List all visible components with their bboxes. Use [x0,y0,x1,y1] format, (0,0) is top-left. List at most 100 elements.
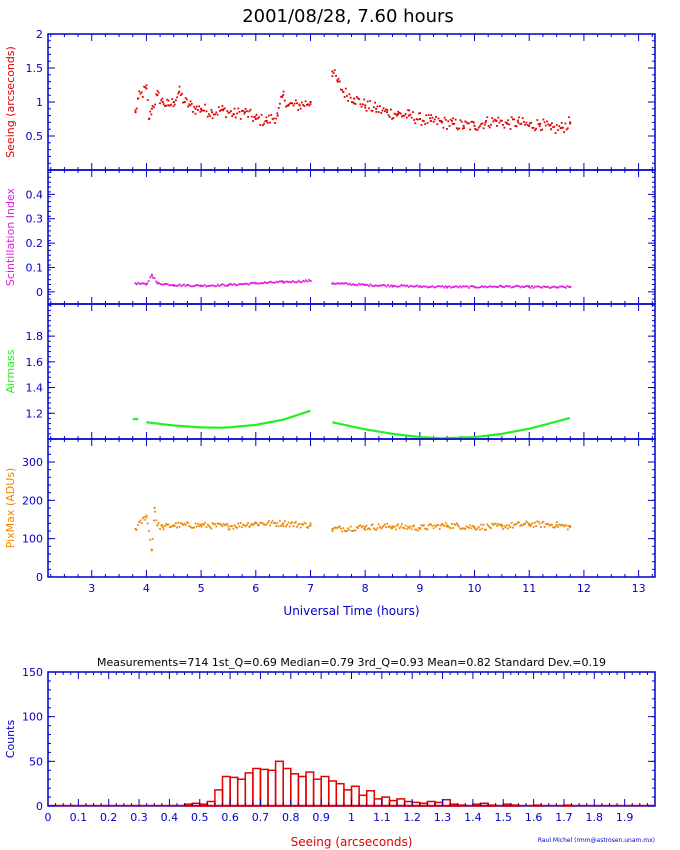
data-point [559,127,562,129]
data-point [172,105,175,108]
data-point [494,285,497,288]
data-point [138,521,141,523]
data-point [227,525,230,528]
data-point [550,286,552,289]
airmass-line [332,416,570,440]
data-point [269,280,272,283]
data-point [568,525,570,527]
data-point [191,285,194,288]
data-point [495,286,498,288]
data-point [168,104,171,107]
data-point [498,121,501,124]
data-point [274,522,276,524]
y-tick-label: 1.6 [26,356,44,369]
data-point [508,123,511,126]
data-point [485,119,487,122]
histogram-bar [426,800,436,807]
data-point [548,524,551,527]
data-point [282,281,285,284]
data-point [534,129,536,132]
data-point [360,105,363,108]
histogram-bar [259,768,269,807]
y-tick-label: 0 [36,800,43,813]
data-point [225,523,227,526]
data-point [259,124,262,126]
data-point [270,114,273,116]
data-point [544,523,547,526]
data-point [350,284,353,286]
data-point [209,526,211,529]
data-point [216,522,219,525]
data-point [139,519,142,522]
data-point [457,286,460,289]
data-point [559,524,562,527]
data-point [294,281,297,284]
data-point [275,280,278,283]
data-point [228,528,231,531]
data-point [256,282,259,285]
data-point [257,117,259,120]
data-point [544,286,547,288]
data-point [299,107,302,110]
data-point [300,281,303,284]
data-point [254,115,257,118]
y-tick-label: 0.3 [26,213,44,226]
data-point [197,109,199,111]
data-point [446,524,449,527]
data-point [444,119,447,121]
data-point [237,107,240,110]
data-point [420,524,423,526]
data-point [344,282,347,284]
data-point [553,285,555,288]
data-point [349,525,352,528]
data-point [222,108,225,110]
data-point [227,111,230,114]
data-point [512,526,514,529]
data-point [477,126,480,129]
data-point [471,120,474,123]
data-point [401,523,403,525]
data-point [359,103,362,106]
data-point [175,284,178,287]
data-point [496,125,498,127]
data-point [175,522,177,525]
data-point [429,523,431,525]
data-point [288,102,291,105]
histogram-bar [191,802,201,807]
data-point [474,128,476,130]
data-point [287,104,290,107]
data-point [558,523,561,526]
data-point [302,523,304,526]
data-point [448,125,451,127]
data-point [337,282,340,285]
data-point [460,527,463,530]
data-point [404,113,407,115]
data-point [535,525,537,527]
data-point [568,116,570,119]
data-point [167,99,170,102]
data-point [403,527,406,530]
data-point [440,119,442,122]
data-point [250,115,253,118]
data-point [342,527,345,530]
data-point [378,284,381,287]
data-point [564,122,567,125]
data-point [335,74,337,77]
data-point [244,525,247,528]
x-tick-label: 0.5 [191,811,209,824]
y-tick-label: 1.2 [26,407,44,420]
data-point [236,112,238,115]
data-point [304,100,307,103]
data-point [146,99,149,101]
data-point [412,111,414,113]
data-point [475,286,478,289]
data-point [145,516,148,519]
y-tick-label: 300 [22,456,43,469]
data-point [454,285,457,288]
histogram-bar [510,804,520,807]
data-point [514,523,517,526]
data-point [286,523,289,526]
data-point [170,525,172,528]
data-point [523,286,526,288]
data-point [337,526,340,529]
